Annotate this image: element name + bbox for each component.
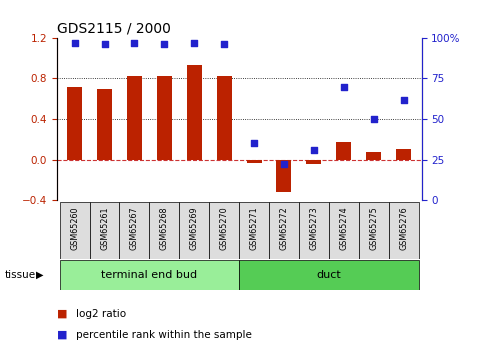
FancyBboxPatch shape bbox=[90, 202, 119, 259]
Text: ■: ■ bbox=[57, 330, 67, 339]
Bar bbox=[366, 152, 381, 159]
Point bbox=[70, 40, 78, 46]
Bar bbox=[306, 159, 321, 164]
Bar bbox=[157, 77, 172, 159]
Point bbox=[400, 97, 408, 102]
Point bbox=[370, 116, 378, 122]
Text: ▶: ▶ bbox=[35, 270, 43, 280]
Text: terminal end bud: terminal end bud bbox=[102, 270, 198, 280]
Text: GSM65269: GSM65269 bbox=[190, 206, 199, 250]
Text: GSM65260: GSM65260 bbox=[70, 206, 79, 250]
FancyBboxPatch shape bbox=[329, 202, 359, 259]
Bar bbox=[277, 159, 291, 192]
Bar bbox=[97, 89, 112, 159]
Text: duct: duct bbox=[317, 270, 341, 280]
FancyBboxPatch shape bbox=[209, 202, 239, 259]
Bar bbox=[67, 87, 82, 159]
Bar bbox=[336, 142, 351, 159]
Text: percentile rank within the sample: percentile rank within the sample bbox=[76, 330, 252, 339]
FancyBboxPatch shape bbox=[359, 202, 388, 259]
Text: tissue: tissue bbox=[5, 270, 36, 280]
Point bbox=[160, 42, 168, 47]
Point bbox=[250, 141, 258, 146]
Point bbox=[340, 84, 348, 89]
Bar bbox=[187, 65, 202, 159]
Text: GSM65276: GSM65276 bbox=[399, 206, 408, 250]
Text: GSM65261: GSM65261 bbox=[100, 206, 109, 250]
Point bbox=[220, 42, 228, 47]
FancyBboxPatch shape bbox=[239, 260, 419, 290]
Text: GDS2115 / 2000: GDS2115 / 2000 bbox=[57, 21, 171, 36]
Bar bbox=[246, 159, 261, 162]
Text: GSM65267: GSM65267 bbox=[130, 206, 139, 250]
FancyBboxPatch shape bbox=[388, 202, 419, 259]
Point bbox=[310, 147, 318, 152]
Text: GSM65271: GSM65271 bbox=[249, 206, 258, 250]
Bar bbox=[396, 149, 411, 159]
Point bbox=[131, 40, 139, 46]
Point bbox=[280, 162, 288, 167]
FancyBboxPatch shape bbox=[179, 202, 209, 259]
FancyBboxPatch shape bbox=[269, 202, 299, 259]
Text: GSM65273: GSM65273 bbox=[310, 206, 318, 250]
FancyBboxPatch shape bbox=[60, 260, 239, 290]
FancyBboxPatch shape bbox=[119, 202, 149, 259]
Bar bbox=[127, 77, 142, 159]
Text: GSM65268: GSM65268 bbox=[160, 206, 169, 250]
Text: GSM65274: GSM65274 bbox=[339, 206, 348, 250]
FancyBboxPatch shape bbox=[239, 202, 269, 259]
Bar bbox=[217, 77, 232, 159]
FancyBboxPatch shape bbox=[60, 202, 90, 259]
Text: log2 ratio: log2 ratio bbox=[76, 309, 127, 319]
FancyBboxPatch shape bbox=[149, 202, 179, 259]
Text: GSM65275: GSM65275 bbox=[369, 206, 378, 250]
Point bbox=[101, 42, 108, 47]
FancyBboxPatch shape bbox=[299, 202, 329, 259]
Text: GSM65270: GSM65270 bbox=[220, 206, 229, 250]
Text: GSM65272: GSM65272 bbox=[280, 206, 288, 250]
Text: ■: ■ bbox=[57, 309, 67, 319]
Point bbox=[190, 40, 198, 46]
